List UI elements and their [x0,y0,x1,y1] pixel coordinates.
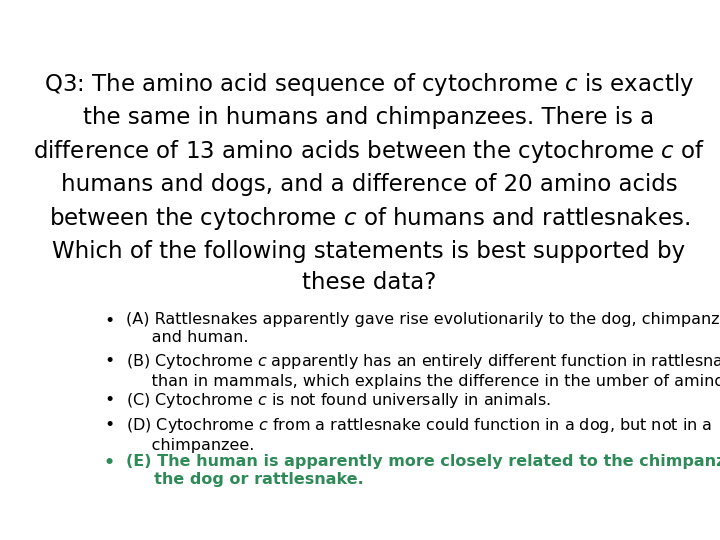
Text: •: • [104,454,115,471]
Text: (D) Cytochrome $c$ from a rattlesnake could function in a dog, but not in a
    : (D) Cytochrome $c$ from a rattlesnake co… [126,416,713,453]
Text: (A) Rattlesnakes apparently gave rise evolutionarily to the dog, chimpanzee,
   : (A) Rattlesnakes apparently gave rise ev… [126,312,720,345]
Text: (C) Cytochrome $c$ is not found universally in animals.: (C) Cytochrome $c$ is not found universa… [126,391,552,410]
Text: Q3: The amino acid sequence of cytochrome $c$ is exactly
the same in humans and : Q3: The amino acid sequence of cytochrom… [33,71,705,294]
Text: •: • [104,312,114,330]
Text: •: • [104,416,114,434]
Text: •: • [104,352,114,370]
Text: •: • [104,391,114,409]
Text: (E) The human is apparently more closely related to the chimpanzee than to
     : (E) The human is apparently more closely… [126,454,720,487]
Text: (B) Cytochrome $c$ apparently has an entirely different function in rattlesnakes: (B) Cytochrome $c$ apparently has an ent… [126,352,720,389]
